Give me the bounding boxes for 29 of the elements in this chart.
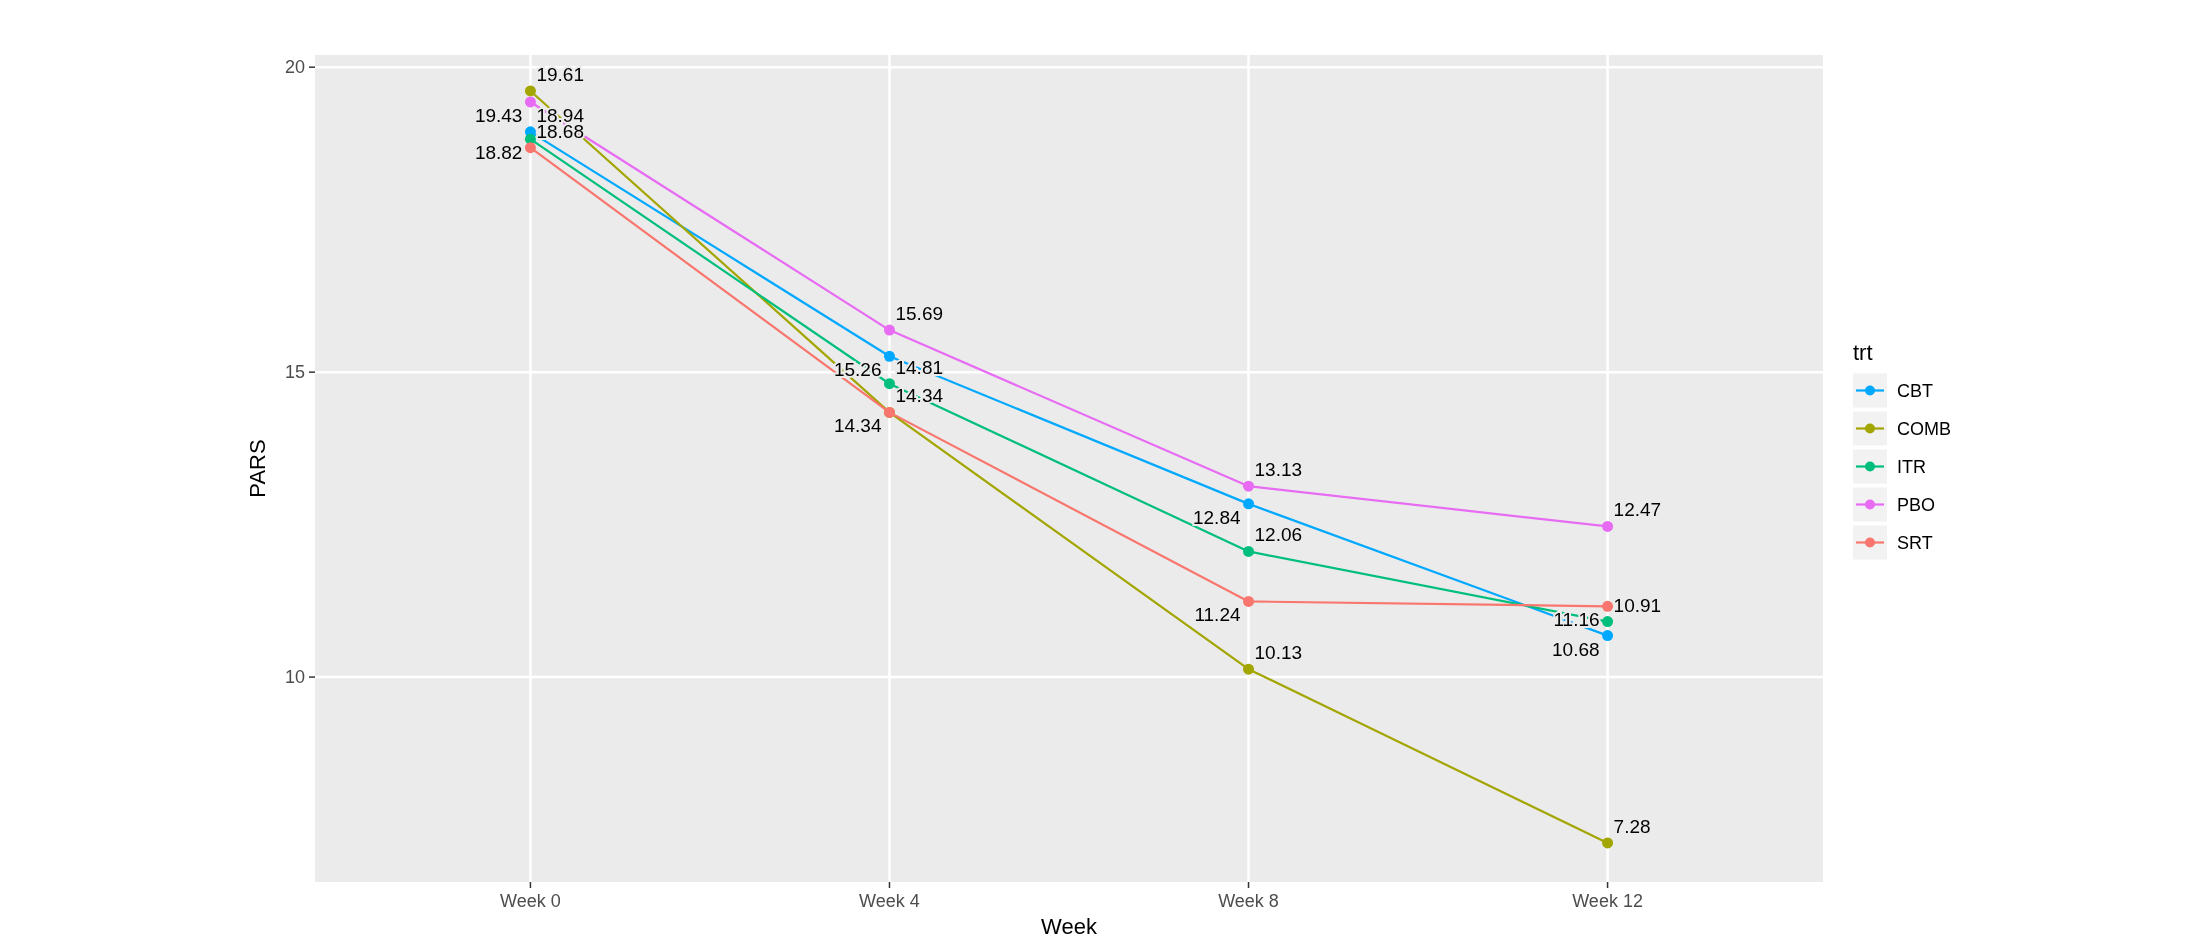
x-tick-label: Week 12 [1572, 891, 1643, 911]
x-tick-label: Week 4 [859, 891, 920, 911]
data-label: 19.43 [474, 104, 523, 126]
data-label: 19.61 [536, 63, 584, 85]
y-tick-label: 20 [284, 57, 305, 78]
y-tick-label: 15 [284, 362, 305, 383]
data-label: 12.47 [1613, 499, 1662, 521]
data-label: 10.68 [1552, 638, 1600, 660]
legend-label: PBO [1897, 494, 1936, 515]
data-label: 12.84 [1192, 506, 1241, 528]
legend-label: CBT [1897, 380, 1933, 401]
data-label: 10.91 [1613, 594, 1662, 616]
x-axis-title: Week [1041, 914, 1098, 939]
data-label: 12.06 [1254, 524, 1303, 546]
x-tick-label: Week 8 [1218, 891, 1279, 911]
x-tick-label: Week 0 [500, 891, 561, 911]
data-label: 14.34 [833, 415, 882, 437]
legend-label: SRT [1897, 532, 1933, 553]
data-label: 10.13 [1254, 642, 1303, 664]
data-label: 7.28 [1613, 815, 1651, 837]
legend-label: COMB [1897, 418, 1951, 439]
data-label: 13.13 [1254, 459, 1303, 481]
y-axis-title: PARS [245, 439, 270, 498]
data-label: 15.69 [895, 303, 944, 325]
y-tick-label: 10 [284, 667, 305, 688]
legend-title: trt [1853, 339, 1873, 365]
data-label: 11.24 [1194, 604, 1241, 626]
legend-label: ITR [1897, 456, 1926, 477]
data-label: 18.82 [474, 142, 523, 164]
